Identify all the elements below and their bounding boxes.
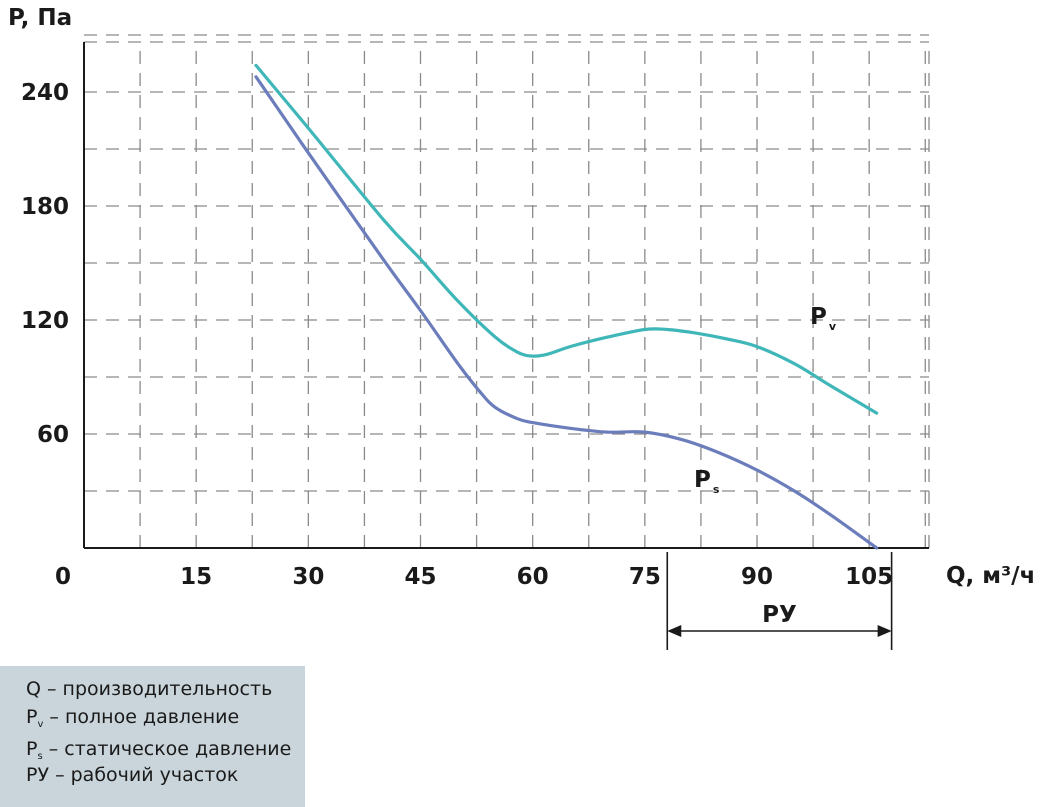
legend-ps-sub: s xyxy=(37,751,43,762)
legend-q-symbol: Q xyxy=(26,678,41,700)
legend-item-q: Q – производительность xyxy=(26,678,272,700)
legend-item-ru: РУ – рабочий участок xyxy=(26,764,238,786)
x-tick-label: 60 xyxy=(517,564,549,590)
y-axis-title: P, Па xyxy=(8,5,72,31)
series-line-ps xyxy=(254,75,879,550)
legend: Q – производительность Pv – полное давле… xyxy=(0,666,305,807)
x-tick-label: 105 xyxy=(845,564,893,590)
legend-pv-symbol: P xyxy=(26,706,38,728)
series-line-pv xyxy=(254,63,879,415)
axes xyxy=(83,42,929,549)
x-tick-label: 90 xyxy=(741,564,773,590)
y-tick-label: 60 xyxy=(37,422,69,448)
y-tick-label: 180 xyxy=(21,194,69,220)
legend-item-pv: Pv – полное давление xyxy=(26,706,239,730)
legend-ru-text: – рабочий участок xyxy=(49,764,239,786)
x-axis-title: Q, м³/ч xyxy=(946,563,1035,589)
grid xyxy=(84,34,930,548)
x-tick-label: 75 xyxy=(629,564,661,590)
working-range: РУ xyxy=(666,552,893,650)
x-tick-label: 30 xyxy=(292,564,324,590)
series-layer xyxy=(254,63,879,550)
x-tick-label: 15 xyxy=(180,564,212,590)
legend-pv-text: – полное давление xyxy=(43,706,240,728)
range-label: РУ xyxy=(762,602,797,628)
legend-q-text: – производительность xyxy=(40,678,273,700)
legend-ru-symbol: РУ xyxy=(26,764,50,786)
range-arrow-right xyxy=(877,625,892,637)
labels: P, Па Q, м³/ч 0 15 30 45 60 75 90 105 60 120 180 2… xyxy=(8,5,1035,590)
origin-label: 0 xyxy=(55,564,71,590)
y-tick-label: 120 xyxy=(21,308,69,334)
legend-ps-text: – статическое давление xyxy=(42,738,292,760)
x-tick-label: 45 xyxy=(404,564,436,590)
y-tick-label: 240 xyxy=(21,80,69,106)
legend-ps-symbol: P xyxy=(26,738,38,760)
range-arrow-left xyxy=(667,625,682,637)
series-label-subscript: s xyxy=(713,483,720,496)
legend-item-ps: Ps – статическое давление xyxy=(26,738,291,762)
legend-pv-sub: v xyxy=(37,719,44,730)
series-label-subscript: v xyxy=(829,320,837,333)
